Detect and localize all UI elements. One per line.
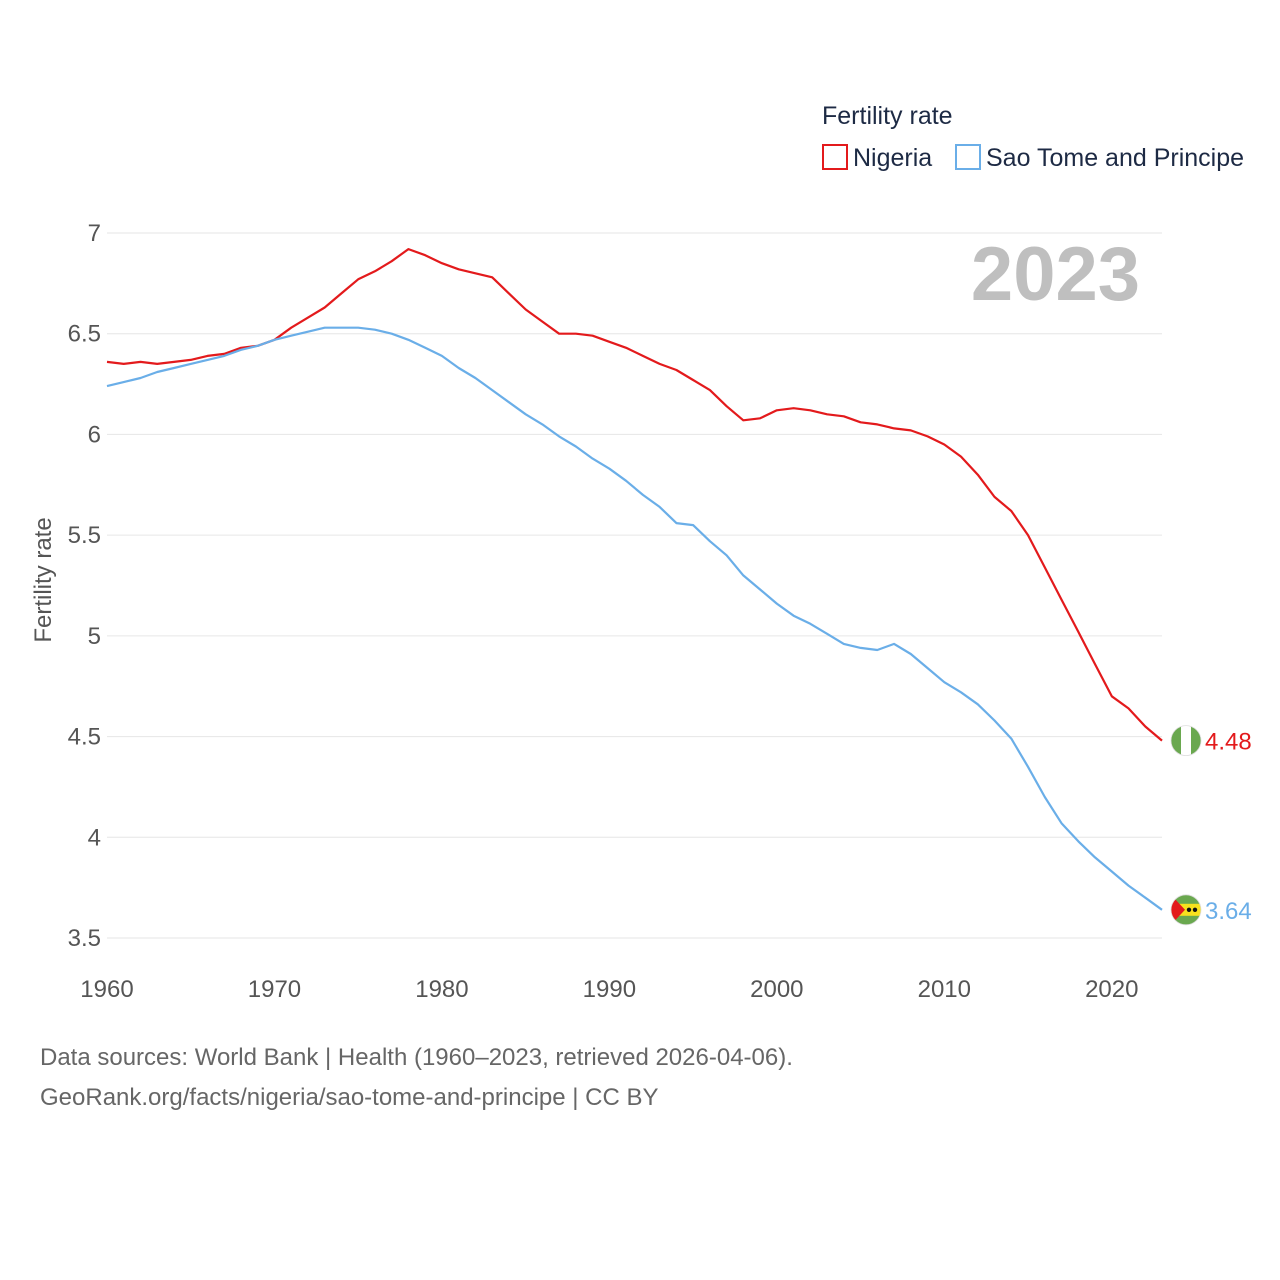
legend-label-sao-tome: Sao Tome and Principe	[986, 144, 1244, 172]
y-tick-label: 5	[88, 623, 101, 650]
legend-swatch-sao-tome	[955, 144, 981, 170]
y-tick-label: 6	[88, 421, 101, 448]
chart: Fertility rate Nigeria Sao Tome and Prin…	[30, 102, 1252, 1003]
y-tick-label: 6.5	[68, 321, 101, 348]
footer-sources: Data sources: World Bank | Health (1960–…	[40, 1044, 793, 1071]
axis-ticks: 3.5 4 4.5 5 5.5 6 6.5 7 1960 1970 1980 1990 2000 2010…	[68, 220, 1139, 1003]
x-tick-label: 1990	[583, 976, 636, 1003]
nigeria-flag-icon	[1170, 725, 1202, 756]
y-tick-label: 4	[88, 824, 101, 851]
footer-attribution: GeoRank.org/facts/nigeria/sao-tome-and-p…	[40, 1084, 659, 1111]
series-line-sao-tome	[106, 326, 1163, 911]
series-lines	[106, 248, 1163, 911]
end-value-label: 4.48	[1205, 729, 1252, 756]
y-tick-label: 5.5	[68, 522, 101, 549]
x-tick-label: 1980	[415, 976, 468, 1003]
series-line-nigeria	[106, 248, 1163, 742]
legend-label-nigeria: Nigeria	[853, 144, 932, 172]
year-watermark: 2023	[971, 232, 1140, 317]
y-axis-label: Fertility rate	[30, 517, 57, 642]
y-tick-label: 4.5	[68, 724, 101, 751]
x-tick-label: 1970	[248, 976, 301, 1003]
x-tick-label: 2000	[750, 976, 803, 1003]
y-tick-label: 7	[88, 220, 101, 247]
y-tick-label: 3.5	[68, 925, 101, 952]
series-end-markers: 4.48 3.64	[1170, 725, 1252, 926]
gridlines	[107, 232, 1162, 939]
sao-tome-flag-icon	[1170, 894, 1202, 926]
x-tick-label: 1960	[80, 976, 133, 1003]
x-tick-label: 2010	[918, 976, 971, 1003]
legend-swatch-nigeria	[822, 144, 848, 170]
x-tick-label: 2020	[1085, 976, 1138, 1003]
legend-title: Fertility rate	[822, 102, 953, 130]
end-value-label: 3.64	[1205, 898, 1252, 925]
